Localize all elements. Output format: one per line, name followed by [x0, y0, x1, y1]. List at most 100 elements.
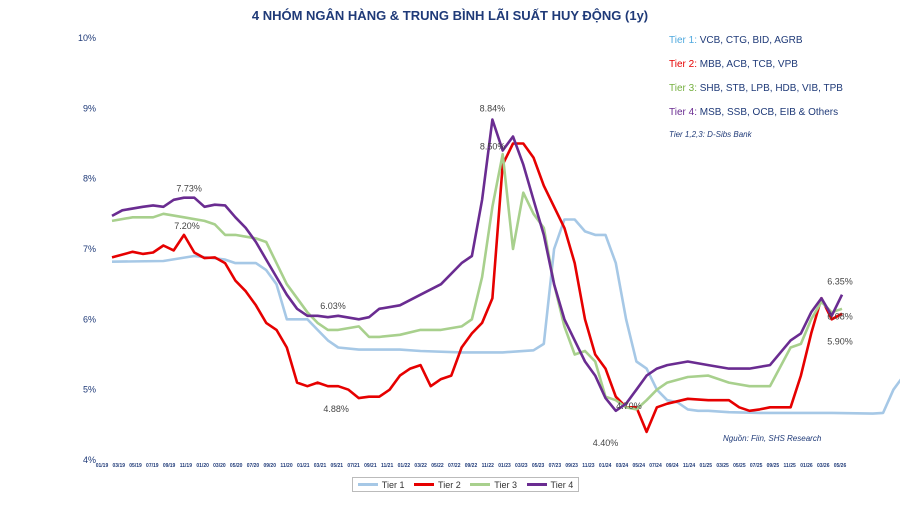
- data-label: 6.08%: [827, 312, 853, 322]
- x-tick-label: 01/22: [398, 463, 411, 469]
- x-tick-label: 03/23: [515, 463, 528, 469]
- data-label: 8.50%: [480, 142, 506, 152]
- x-tick-label: 01/21: [297, 463, 310, 469]
- x-tick-label: 05/21: [331, 463, 344, 469]
- x-tick-label: 07/25: [750, 463, 763, 469]
- y-tick-label: 8%: [83, 174, 96, 184]
- x-tick-label: 03/26: [817, 463, 830, 469]
- data-label: 6.35%: [827, 277, 853, 287]
- legend-tier: Tier 3:: [669, 83, 700, 94]
- x-tick-label: 09/25: [767, 463, 780, 469]
- chart-title: 4 NHÓM NGÂN HÀNG & TRUNG BÌNH LÃI SUẤT H…: [251, 8, 649, 23]
- x-tick-label: 11/24: [683, 463, 695, 469]
- source-note: Nguồn: Fiin, SHS Research: [723, 434, 822, 443]
- legend-label: Tier 3: [494, 479, 517, 490]
- data-label: 4.40%: [593, 438, 619, 448]
- data-label: 7.73%: [176, 184, 202, 194]
- bottom-legend-item: Tier 4: [526, 479, 574, 490]
- legend-swatch: [414, 483, 435, 486]
- bottom-legend-item: Tier 3: [470, 480, 517, 490]
- data-labels: 7.73% 7.20% 6.03% 4.88% 8.84% 8.50% 4.70% 4.40%…: [174, 104, 852, 448]
- x-tick-label: 05/20: [230, 463, 243, 469]
- y-tick-label: 6%: [83, 314, 96, 324]
- x-tick-label: 01/24: [599, 463, 612, 469]
- legend-banks: MSB, SSB, OCB, EIB & Others: [700, 107, 838, 118]
- x-tick-label: 01/26: [800, 463, 813, 469]
- legend-label: Tier 1: [381, 479, 405, 490]
- data-label: 7.20%: [174, 221, 200, 231]
- x-tick-label: 09/20: [263, 463, 276, 469]
- bottom-legend-item: Tier 2: [414, 480, 461, 490]
- legend-entry: Tier 3: SHB, STB, LPB, HDB, VIB, TPB: [669, 83, 843, 94]
- x-tick-label: 05/26: [834, 463, 847, 469]
- y-tick-label: 5%: [83, 385, 96, 395]
- data-label: 5.90%: [827, 336, 853, 346]
- legend-tier: Tier 2:: [669, 59, 700, 70]
- x-tick-label: 05/22: [431, 463, 444, 469]
- y-tick-label: 4%: [83, 455, 96, 465]
- legend-entry: Tier 2: MBB, ACB, TCB, VPB: [669, 59, 798, 70]
- x-tick-label: 09/21: [364, 463, 377, 469]
- y-tick-label: 9%: [83, 103, 96, 113]
- legend-banks: SHB, STB, LPB, HDB, VIB, TPB: [700, 83, 844, 94]
- series-line-tier-4: [111, 118, 844, 413]
- data-label: 4.70%: [616, 401, 642, 411]
- x-tick-label: 07/22: [448, 463, 461, 469]
- x-tick-label: 11/23: [582, 463, 594, 469]
- series-line-tier-3: [111, 152, 843, 411]
- x-tick-label: 09/23: [565, 463, 578, 469]
- x-tick-label: 03/19: [113, 463, 126, 469]
- x-tick-label: 05/24: [632, 463, 645, 469]
- x-tick-label: 07/21: [347, 463, 360, 469]
- x-tick-label: 03/21: [314, 463, 327, 469]
- x-tick-label: 01/20: [196, 463, 209, 469]
- legend-label: Tier 4: [550, 479, 574, 490]
- x-tick-label: 09/22: [465, 463, 478, 469]
- x-tick-label: 01/25: [700, 463, 713, 469]
- x-tick-label: 07/24: [649, 463, 662, 469]
- x-tick-label: 01/23: [498, 463, 511, 469]
- series-lines: [111, 118, 900, 434]
- x-tick-label: 11/21: [381, 463, 393, 469]
- legend: Tier 1: VCB, CTG, BID, AGRB Tier 2: MBB, …: [669, 35, 843, 118]
- legend-swatch: [357, 483, 378, 486]
- x-tick-label: 11/20: [280, 463, 292, 469]
- data-label: 4.88%: [323, 404, 349, 414]
- x-axis: 01/19 03/19 05/19 07/19 09/19 11/19 01/20 03/20…: [96, 463, 847, 469]
- x-tick-label: 07/20: [247, 463, 260, 469]
- x-tick-label: 05/23: [532, 463, 545, 469]
- legend-entry: Tier 4: MSB, SSB, OCB, EIB & Others: [669, 107, 838, 118]
- x-tick-label: 11/25: [784, 463, 796, 469]
- data-label: 6.03%: [320, 301, 346, 311]
- x-tick-label: 11/22: [482, 463, 494, 469]
- x-tick-label: 03/22: [414, 463, 427, 469]
- legend-tier: Tier 1:: [669, 35, 700, 46]
- legend-banks: MBB, ACB, TCB, VPB: [700, 59, 799, 70]
- x-tick-label: 03/24: [616, 463, 629, 469]
- series-line-tier-2: [111, 142, 843, 434]
- x-tick-label: 03/25: [716, 463, 729, 469]
- legend-label: Tier 2: [438, 479, 461, 490]
- x-tick-label: 05/19: [129, 463, 142, 469]
- legend-banks: VCB, CTG, BID, AGRB: [700, 35, 803, 46]
- x-tick-label: 09/24: [666, 463, 679, 469]
- x-tick-label: 03/20: [213, 463, 226, 469]
- legend-entry: Tier 1: VCB, CTG, BID, AGRB: [669, 35, 803, 46]
- y-tick-label: 7%: [83, 244, 96, 254]
- y-tick-label: 10%: [78, 33, 96, 43]
- legend-note: Tier 1,2,3: D-Sibs Bank: [669, 130, 753, 139]
- y-axis: 4% 5% 6% 7% 8% 9% 10%: [78, 33, 96, 465]
- x-tick-label: 09/19: [163, 463, 176, 469]
- legend-tier: Tier 4:: [669, 107, 700, 118]
- bottom-legend-item: Tier 1: [357, 479, 405, 490]
- x-tick-label: 05/25: [733, 463, 746, 469]
- x-tick-label: 07/19: [146, 463, 159, 469]
- data-label: 8.84%: [480, 104, 506, 114]
- bottom-legend: Tier 1 Tier 2 Tier 3 Tier 4: [352, 477, 579, 492]
- x-tick-label: 11/19: [180, 463, 192, 469]
- legend-swatch: [470, 483, 491, 486]
- x-tick-label: 01/19: [96, 463, 109, 469]
- x-tick-label: 07/23: [549, 463, 562, 469]
- legend-swatch: [526, 483, 547, 486]
